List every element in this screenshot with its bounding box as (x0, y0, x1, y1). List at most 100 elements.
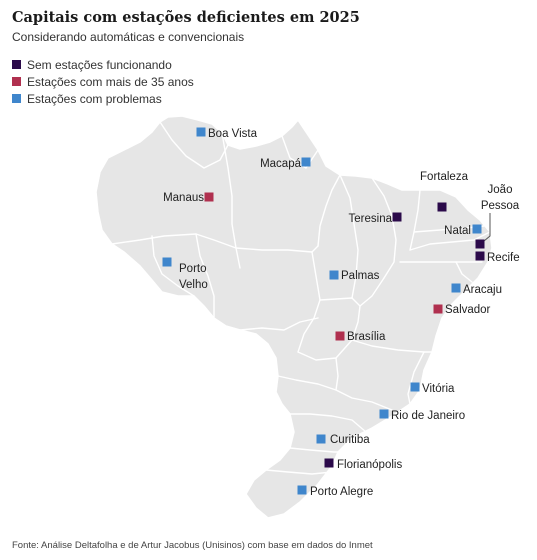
city-label-rio-de-janeiro: Rio de Janeiro (391, 410, 465, 422)
border-mg-sp (335, 357, 393, 411)
border-goias-mg (297, 339, 353, 361)
border-sc-rs (265, 469, 333, 475)
city-marker-salvador (433, 304, 443, 314)
city-label-porto-velho: Porto Velho (179, 263, 208, 291)
border-tocantins-east (339, 174, 359, 299)
city-marker-rio-de-janeiro (379, 409, 389, 419)
city-label-aracaju: Aracaju (463, 284, 502, 296)
border-para-tocantins (317, 174, 341, 247)
city-label-recife: Recife (487, 252, 520, 264)
city-label-line: Teresina (349, 213, 393, 225)
city-marker-fortaleza (437, 202, 447, 212)
city-salvador: Salvador (433, 304, 491, 316)
city-label-line: Natal (444, 225, 471, 237)
city-label-line: Pessoa (481, 200, 520, 212)
border-para-mt (235, 245, 319, 253)
legend-label-over-35: Estações com mais de 35 anos (27, 74, 194, 89)
city-fortaleza: Fortaleza (420, 171, 469, 212)
border-ms-sp (277, 375, 337, 391)
city-marker-aracaju (451, 283, 461, 293)
joao-pessoa-leader-line (483, 213, 491, 242)
city-marker-boa-vista (196, 127, 206, 137)
city-label-line: Rio de Janeiro (391, 410, 465, 422)
brazil-map: Boa Vista Macapá Manaus Fortaleza João Pessoa… (95, 115, 520, 519)
city-label-line: Aracaju (463, 284, 502, 296)
city-palmas: Palmas (329, 270, 380, 282)
city-label-line: Palmas (341, 270, 380, 282)
border-bahia-south (351, 339, 433, 353)
city-marker-curitiba (316, 434, 326, 444)
border-amapa (281, 135, 319, 169)
source-note: Fonte: Análise Deltafolha e de Artur Jac… (12, 540, 373, 551)
city-label-line: João (488, 184, 513, 196)
city-label-line: Fortaleza (420, 171, 469, 183)
city-marker-florianopolis (324, 458, 334, 468)
city-label-salvador: Salvador (445, 304, 491, 316)
border-ne-mid (409, 231, 491, 251)
city-curitiba: Curitiba (316, 434, 370, 446)
border-sp-pr (289, 413, 367, 433)
border-roraima (159, 121, 229, 169)
city-label-florianopolis: Florianópolis (337, 459, 402, 471)
border-bahia-west (351, 277, 385, 307)
city-marker-porto-velho (162, 257, 172, 267)
city-label-fortaleza: Fortaleza (420, 171, 469, 183)
border-maranhao-piaui (371, 177, 397, 279)
city-label-line: Florianópolis (337, 459, 402, 471)
city-label-line: Curitiba (330, 434, 370, 446)
city-label-macapa: Macapá (260, 158, 302, 170)
state-borders (111, 121, 491, 475)
city-label-joao-pessoa: João Pessoa (481, 184, 520, 212)
legend-swatch-none-working (12, 60, 21, 69)
city-boa-vista: Boa Vista (196, 127, 258, 140)
city-teresina: Teresina (349, 212, 402, 225)
city-label-line: Salvador (445, 304, 491, 316)
legend: Sem estações funcionando Estações com ma… (12, 56, 194, 107)
city-label-palmas: Palmas (341, 270, 380, 282)
city-label-line: Macapá (260, 158, 302, 170)
city-marker-brasilia (335, 331, 345, 341)
map-subtitle: Considerando automáticas e convencionais (12, 30, 245, 44)
city-label-line: Boa Vista (208, 128, 258, 140)
city-label-curitiba: Curitiba (330, 434, 370, 446)
city-florianopolis: Florianópolis (324, 458, 402, 471)
border-amazonas-south (111, 233, 237, 249)
city-label-natal: Natal (444, 225, 471, 237)
city-marker-teresina (392, 212, 402, 222)
border-acre-rondonia (151, 235, 195, 297)
border-mt-goias (297, 299, 321, 353)
city-marker-manaus (204, 192, 214, 202)
city-label-teresina: Teresina (349, 213, 393, 225)
city-label-line: Brasília (347, 331, 386, 343)
city-marker-macapa (301, 157, 311, 167)
city-label-line: Porto Alegre (310, 486, 373, 498)
border-amazonas-para (221, 132, 241, 269)
border-tocantins-south (311, 251, 353, 301)
legend-item-problems: Estações com problemas (12, 90, 194, 107)
city-rio-de-janeiro: Rio de Janeiro (379, 409, 465, 422)
city-label-vitoria: Vitória (422, 383, 455, 395)
legend-label-problems: Estações com problemas (27, 91, 162, 106)
border-al-se (455, 261, 473, 283)
city-macapa: Macapá (260, 157, 311, 170)
city-label-line: Porto (179, 263, 207, 275)
border-piaui-ceara (409, 189, 421, 251)
city-label-line: Velho (179, 279, 208, 291)
legend-swatch-over-35 (12, 77, 21, 86)
city-marker-recife (475, 251, 485, 261)
border-bahia-goias (351, 305, 361, 341)
city-vitoria: Vitória (410, 382, 455, 395)
city-joao-pessoa: João Pessoa (475, 184, 520, 249)
legend-label-none-working: Sem estações funcionando (27, 57, 172, 72)
city-manaus: Manaus (163, 192, 214, 204)
city-markers: Boa Vista Macapá Manaus Fortaleza João Pessoa… (162, 127, 520, 498)
city-recife: Recife (475, 251, 520, 264)
city-marker-natal (472, 224, 482, 234)
city-label-brasilia: Brasília (347, 331, 386, 343)
city-label-manaus: Manaus (163, 192, 204, 204)
city-label-line: Recife (487, 252, 520, 264)
city-aracaju: Aracaju (451, 283, 502, 296)
city-label-line: Manaus (163, 192, 204, 204)
city-marker-vitoria (410, 382, 420, 392)
legend-item-none-working: Sem estações funcionando (12, 56, 194, 73)
